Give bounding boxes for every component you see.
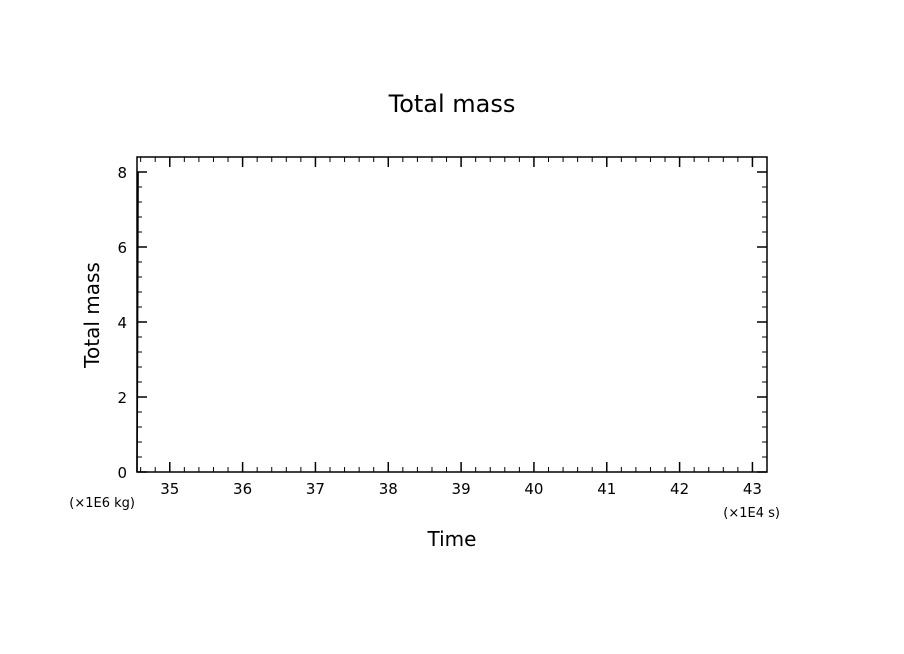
- y-tick-label: 8: [117, 164, 127, 182]
- y-tick-label: 4: [117, 314, 127, 332]
- chart-title: Total mass: [388, 90, 516, 118]
- series-layer: [136, 171, 139, 473]
- x-tick-label: 36: [233, 480, 252, 498]
- minor-ticks: [137, 157, 768, 472]
- plot-area: 35 36 37 38 39 40 41 42 43 0 2 4 6 8: [117, 156, 768, 498]
- x-tick-label: 43: [743, 480, 762, 498]
- x-tick-label: 35: [160, 480, 179, 498]
- series-line: [136, 171, 139, 473]
- y-tick-label: 6: [117, 239, 127, 257]
- x-tick-label: 37: [306, 480, 325, 498]
- x-tick-label: 38: [379, 480, 398, 498]
- y-tick-label: 0: [117, 464, 127, 482]
- x-tick-label: 39: [452, 480, 471, 498]
- x-axis-unit: (×1E4 s): [723, 506, 780, 521]
- y-axis-ticks: 0 2 4 6 8: [117, 164, 767, 482]
- x-tick-label: 41: [597, 480, 616, 498]
- x-axis-ticks: 35 36 37 38 39 40 41 42 43: [160, 157, 762, 498]
- y-axis-unit: (×1E6 kg): [69, 496, 135, 511]
- x-tick-label: 40: [524, 480, 543, 498]
- x-axis-label: Time: [427, 527, 477, 551]
- y-axis-label: Total mass: [80, 262, 104, 369]
- x-tick-label: 42: [670, 480, 689, 498]
- y-tick-label: 2: [117, 389, 127, 407]
